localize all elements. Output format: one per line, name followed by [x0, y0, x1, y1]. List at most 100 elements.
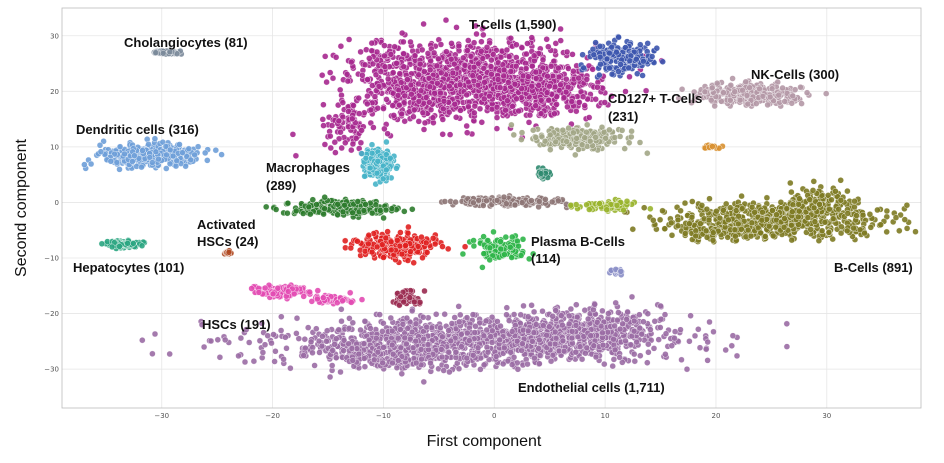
cell-point	[723, 200, 730, 208]
cell-point	[731, 226, 739, 234]
cell-point	[525, 119, 533, 126]
cell-point	[610, 356, 618, 363]
cell-point	[329, 362, 336, 369]
cell-point	[440, 97, 448, 105]
cell-point	[896, 227, 903, 235]
cell-point	[645, 349, 652, 356]
cell-point	[861, 229, 868, 237]
cell-point	[204, 157, 211, 164]
cell-point	[344, 77, 352, 85]
cell-point	[149, 350, 156, 357]
cell-point	[753, 100, 760, 107]
cell-point	[816, 201, 823, 208]
cell-point	[207, 337, 215, 345]
cell-point	[367, 325, 374, 332]
cell-point	[374, 104, 381, 112]
cell-point	[463, 91, 470, 99]
cell-point	[518, 347, 525, 354]
cell-point	[364, 92, 371, 100]
cell-point	[552, 138, 559, 146]
cell-point	[470, 63, 478, 71]
cell-point	[821, 219, 829, 226]
cell-point	[578, 141, 586, 148]
cell-point	[427, 106, 435, 113]
cell-point	[151, 330, 159, 338]
cell-point	[616, 325, 624, 333]
cell-point	[565, 124, 572, 132]
cell-point	[546, 323, 553, 330]
cell-point	[704, 357, 711, 364]
cell-point	[825, 229, 833, 236]
cell-point	[261, 341, 269, 348]
cell-point	[311, 362, 318, 369]
cell-point	[706, 318, 713, 326]
cell-point	[427, 57, 434, 65]
cell-point	[677, 207, 684, 215]
cell-point	[448, 40, 455, 47]
cell-point	[420, 20, 427, 28]
cell-point	[453, 114, 460, 121]
cell-point	[807, 226, 814, 233]
cell-point	[464, 47, 471, 54]
cell-point	[413, 359, 420, 367]
cell-point	[331, 341, 338, 348]
cell-point	[502, 106, 509, 114]
cell-point	[518, 85, 525, 92]
cell-point	[473, 30, 480, 38]
cell-point	[804, 214, 812, 221]
cell-point	[476, 105, 484, 113]
cell-point	[456, 318, 463, 326]
cell-point	[455, 42, 463, 50]
cell-point	[725, 216, 732, 224]
cell-point	[329, 347, 336, 354]
cell-point	[733, 352, 741, 360]
cell-point	[496, 336, 503, 344]
cell-point	[504, 97, 511, 104]
cell-point	[745, 226, 752, 234]
cell-point	[610, 336, 617, 343]
cell-point	[389, 327, 396, 335]
cell-point	[551, 83, 559, 91]
cell-point	[647, 326, 654, 333]
cell-point	[408, 90, 415, 98]
cell-point	[686, 338, 693, 345]
cell-point	[455, 303, 462, 310]
cell-point	[803, 89, 811, 96]
cell-point	[403, 314, 411, 322]
cell-point	[780, 224, 788, 231]
cell-point	[472, 22, 479, 30]
cell-point	[575, 74, 582, 82]
cell-point	[566, 320, 573, 328]
cell-point	[710, 229, 717, 236]
cell-point	[788, 236, 795, 244]
cell-point	[547, 146, 554, 153]
cell-point	[500, 360, 507, 368]
cell-point	[514, 366, 522, 373]
cell-point	[638, 331, 645, 338]
cell-point	[551, 340, 559, 348]
cell-point	[419, 109, 427, 117]
cell-point	[421, 68, 428, 75]
cell-point	[549, 313, 556, 320]
cell-point	[709, 237, 717, 244]
cell-point	[867, 224, 874, 231]
cell-point	[559, 126, 566, 134]
cell-point	[518, 136, 525, 143]
cell-point	[420, 314, 427, 321]
cell-point	[662, 330, 670, 337]
cell-point	[403, 340, 410, 348]
cell-point	[338, 306, 345, 313]
cell-point	[773, 211, 780, 218]
cell-point	[411, 52, 419, 59]
cell-point	[859, 211, 867, 219]
cell-point	[704, 338, 711, 346]
cell-point	[399, 29, 406, 37]
cell-point	[292, 152, 300, 160]
cell-point	[505, 53, 513, 60]
cell-point	[380, 344, 387, 351]
cell-point	[742, 78, 749, 86]
cell-point	[587, 137, 594, 145]
cell-point	[547, 63, 555, 70]
cell-point	[370, 124, 377, 131]
cell-point	[539, 308, 546, 315]
